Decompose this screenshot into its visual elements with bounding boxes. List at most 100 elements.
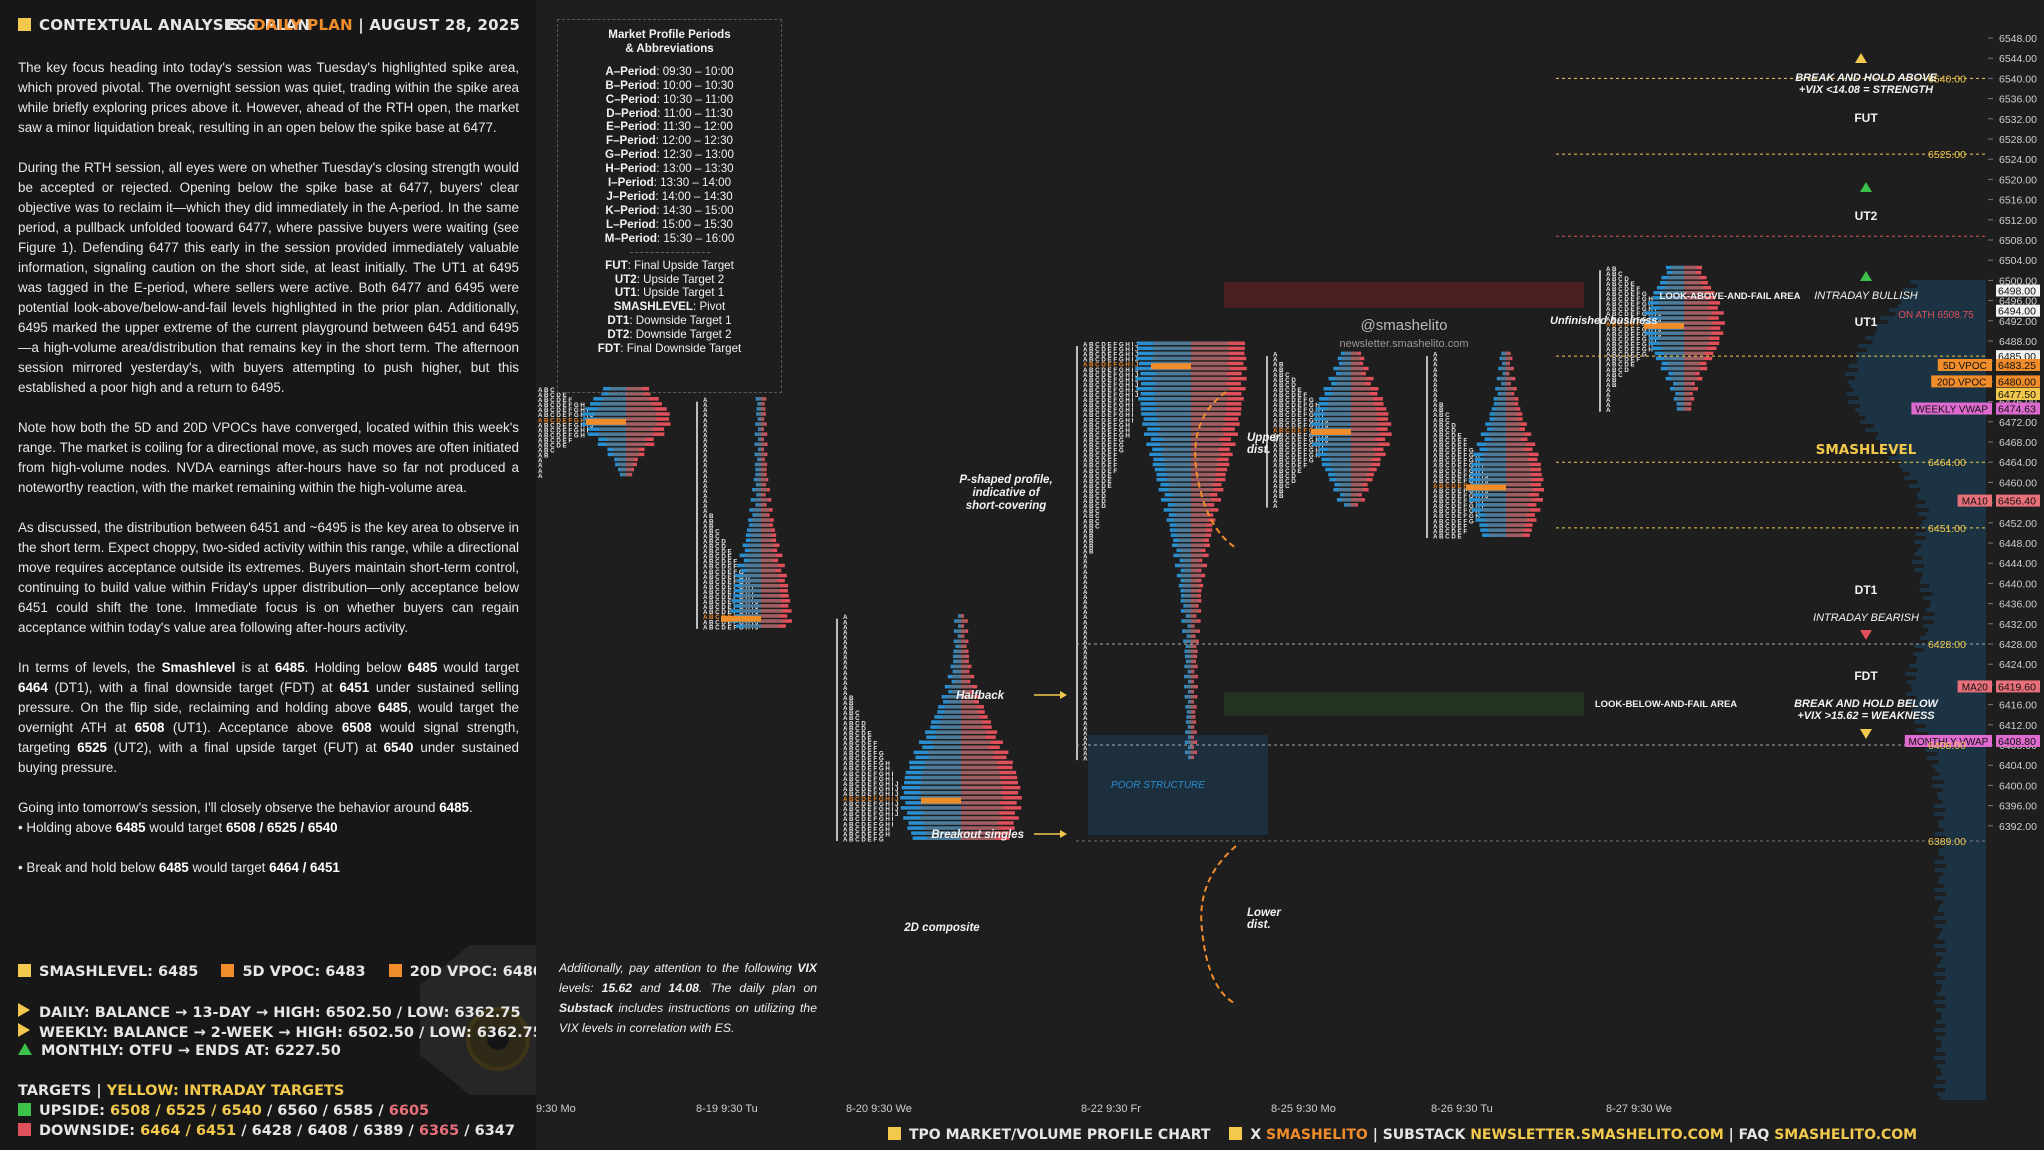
volume-total-bar bbox=[1494, 417, 1517, 421]
volume-total-bar bbox=[1187, 740, 1196, 744]
volume-total-bar bbox=[1343, 493, 1358, 497]
volume-total-bar bbox=[1491, 437, 1521, 441]
x-handle-link[interactable]: SMASHELITO bbox=[1266, 1127, 1368, 1143]
volume-total-bar bbox=[1153, 342, 1229, 346]
legend-key: L–Period bbox=[606, 218, 656, 231]
volume-bar bbox=[1935, 952, 1986, 956]
axis-tick-label: 6452.00 bbox=[1999, 518, 2037, 530]
poc-marker bbox=[1151, 363, 1191, 369]
axis-tick-label: 6488.00 bbox=[1999, 336, 2037, 348]
volume-bar bbox=[1921, 544, 1986, 548]
volume-total-bar bbox=[1346, 503, 1356, 507]
volume-bar bbox=[1915, 552, 1986, 556]
legend-key: J–Period bbox=[606, 190, 655, 203]
volume-total-bar bbox=[756, 478, 766, 482]
volume-total-bar bbox=[956, 660, 967, 664]
volume-bar bbox=[1917, 284, 1986, 288]
legend-key: B–Period bbox=[605, 79, 656, 92]
volume-total-bar bbox=[750, 538, 771, 542]
axis-tick-label: 6396.00 bbox=[1999, 801, 2037, 813]
lower-dist-label-1: Lower bbox=[1247, 907, 1281, 919]
upside-extended: 6605 bbox=[389, 1103, 429, 1119]
volume-total-bar bbox=[1335, 377, 1367, 381]
volume-total-bar bbox=[956, 639, 966, 643]
volume-total-bar bbox=[606, 443, 646, 447]
volume-bar bbox=[1945, 1088, 1986, 1092]
volume-bar bbox=[1936, 1036, 1986, 1040]
volume-total-bar bbox=[1184, 569, 1199, 573]
volume-total-bar bbox=[1164, 463, 1218, 467]
legend-value: : 10:00 – 10:30 bbox=[656, 79, 733, 92]
volume-bar bbox=[1935, 768, 1986, 772]
axis-tick-label: 6508.00 bbox=[1999, 235, 2037, 247]
separator: | bbox=[96, 1083, 101, 1099]
volume-total-bar bbox=[759, 427, 763, 431]
volume-bar bbox=[1918, 480, 1986, 484]
monthly-row: MONTHLY: OTFU → ENDS AT: 6227.50 bbox=[18, 1043, 341, 1059]
volume-total-bar bbox=[928, 751, 994, 755]
legend-key: C–Period bbox=[606, 93, 657, 106]
footer-bar: TPO MARKET/VOLUME PROFILE CHART X SMASHE… bbox=[536, 1120, 2044, 1150]
volume-bar bbox=[1946, 948, 1986, 952]
weekly-text: WEEKLY: BALANCE → 2-WEEK → HIGH: 6502.50… bbox=[39, 1025, 543, 1041]
price-tag-value: 6451.00 bbox=[1928, 523, 1966, 535]
triangle-up-icon bbox=[18, 1043, 32, 1055]
downside-intraday: 6464 / 6451 bbox=[140, 1123, 236, 1139]
volume-total-bar bbox=[757, 503, 765, 507]
legend-value: : Final Upside Target bbox=[628, 259, 734, 272]
volume-bar bbox=[1938, 852, 1986, 856]
substack-link[interactable]: NEWSLETTER.SMASHELITO.COM bbox=[1470, 1127, 1724, 1143]
volume-total-bar bbox=[1487, 448, 1524, 452]
legend-key: E–Period bbox=[606, 120, 656, 133]
legend-entry: DT2: Downside Target 2 bbox=[558, 328, 781, 342]
volume-bar bbox=[1942, 1044, 1986, 1048]
volume-bar bbox=[1934, 860, 1986, 864]
volume-bar bbox=[1946, 1004, 1986, 1008]
volume-total-bar bbox=[952, 675, 970, 679]
volume-bar bbox=[1940, 932, 1986, 936]
dt1-label: DT1 bbox=[1855, 583, 1878, 597]
volume-bar bbox=[1920, 580, 1986, 584]
volume-total-bar bbox=[945, 705, 977, 709]
axis-tick-label: 6424.00 bbox=[1999, 659, 2037, 671]
volume-total-bar bbox=[1189, 735, 1193, 739]
volume-total-bar bbox=[956, 619, 965, 623]
upper-dist-label-1: Upper bbox=[1247, 432, 1281, 444]
volume-total-bar bbox=[1332, 387, 1370, 391]
axis-tick-label: 6464.00 bbox=[1999, 457, 2037, 469]
volume-total-bar bbox=[1184, 619, 1197, 623]
volume-total-bar bbox=[1328, 448, 1373, 452]
axis-tick-label: 6536.00 bbox=[1999, 94, 2037, 106]
volume-total-bar bbox=[934, 746, 988, 750]
price-tag-name: 20D VPOC bbox=[1937, 377, 1986, 388]
volume-total-bar bbox=[1186, 665, 1195, 669]
volume-total-bar bbox=[1342, 357, 1361, 361]
legend-entry: DT1: Downside Target 1 bbox=[558, 314, 781, 328]
bullet-hold-above: • Holding above 6485 would target 6508 /… bbox=[18, 818, 519, 838]
legend-value: : 11:00 – 11:30 bbox=[657, 107, 733, 120]
tpo-letters: A bbox=[843, 614, 848, 621]
volume-total-bar bbox=[752, 518, 770, 522]
bullet-break-below: • Break and hold below 6485 would target… bbox=[18, 858, 519, 878]
volume-total-bar bbox=[622, 473, 631, 477]
smashlevel-icon bbox=[18, 964, 31, 977]
p-shaped-label-1: P-shaped profile, bbox=[959, 474, 1052, 486]
volume-total-bar bbox=[1178, 544, 1205, 548]
volume-total-bar bbox=[1176, 523, 1206, 527]
volume-total-bar bbox=[1180, 564, 1202, 568]
legend-entry: J–Period: 14:00 – 14:30 bbox=[558, 190, 781, 204]
volume-total-bar bbox=[1501, 367, 1512, 371]
faq-link[interactable]: SMASHELITO.COM bbox=[1774, 1127, 1917, 1143]
volume-total-bar bbox=[1330, 458, 1371, 462]
unfinished-label: Unfinished business bbox=[1550, 315, 1658, 327]
volume-bar bbox=[1943, 900, 1986, 904]
volume-bar bbox=[1946, 892, 1986, 896]
legend-entry: SMASHLEVEL: Pivot bbox=[558, 300, 781, 314]
volume-total-bar bbox=[919, 806, 1003, 810]
volume-total-bar bbox=[1668, 362, 1699, 366]
volume-bar bbox=[1942, 984, 1986, 988]
upside-icon bbox=[18, 1103, 31, 1116]
volume-total-bar bbox=[1184, 589, 1199, 593]
volume-bar bbox=[1914, 568, 1986, 572]
volume-bar bbox=[1932, 776, 1986, 780]
